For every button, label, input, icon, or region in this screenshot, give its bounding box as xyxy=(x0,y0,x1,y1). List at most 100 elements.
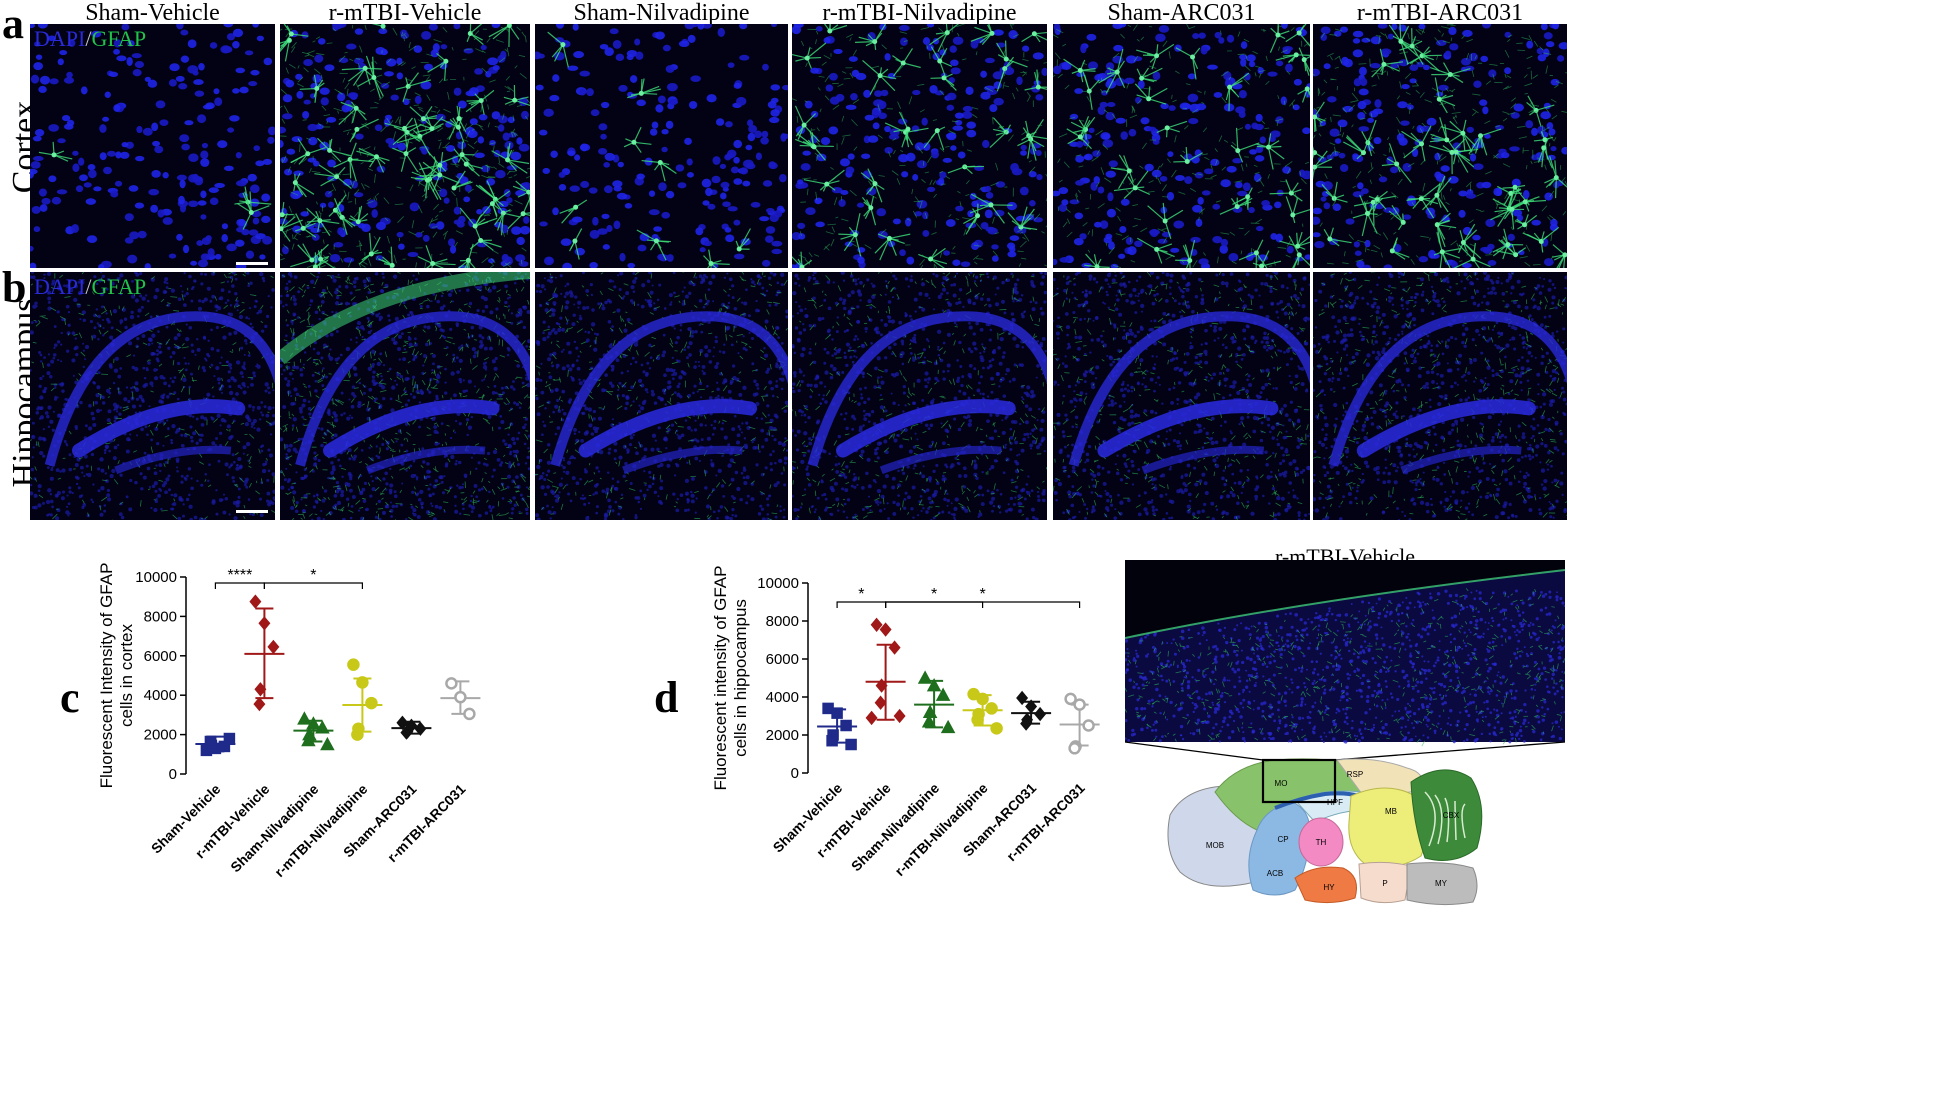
data-point xyxy=(321,738,333,749)
significance-label: * xyxy=(931,586,937,603)
column-title-sham-nilvadipine: Sham-Nilvadipine xyxy=(535,0,788,26)
micrograph-cortex-sham-arc031 xyxy=(1053,24,1310,268)
y-axis-label: cells in cortex xyxy=(117,624,136,727)
series-r-mTBI-Nilvadipine xyxy=(342,659,382,740)
series-r-mTBI-ARC031 xyxy=(1060,694,1100,753)
y-tick-label: 2000 xyxy=(144,727,177,744)
series-r-mTBI-ARC031 xyxy=(440,678,480,719)
micrograph-cortex-rmtbi-nilvadipine xyxy=(792,24,1047,268)
data-point xyxy=(446,678,456,688)
y-tick-label: 6000 xyxy=(766,651,799,668)
series-r-mTBI-Vehicle xyxy=(866,619,906,724)
scale-bar xyxy=(236,510,268,513)
micrograph-cortex-rmtbi-arc031 xyxy=(1313,24,1567,268)
series-Sham-ARC031 xyxy=(391,717,431,739)
y-axis-label: Fluorescent Intensity of GFAP xyxy=(97,563,116,789)
series-Sham-Nilvadipine xyxy=(293,713,333,750)
data-point xyxy=(977,693,988,704)
y-axis-label: cells in hippocampus xyxy=(731,599,750,757)
data-point xyxy=(268,641,278,653)
panel-label-a: a xyxy=(2,2,24,46)
significance-label: * xyxy=(979,586,985,603)
brain-region-label: CP xyxy=(1277,835,1288,844)
data-point xyxy=(841,721,851,731)
data-point xyxy=(250,596,260,608)
panel-label-d-left: d xyxy=(654,676,678,720)
micrograph-hippocampus-rmtbi-vehicle xyxy=(280,272,530,520)
brain-region-label: MB xyxy=(1385,807,1397,816)
zoom-line-left xyxy=(1125,742,1263,760)
y-tick-label: 0 xyxy=(169,766,177,783)
brain-region-label: HY xyxy=(1323,883,1335,892)
data-point xyxy=(1075,700,1085,710)
y-axis-label: Fluorescent intensity of GFAP xyxy=(711,566,730,791)
data-point xyxy=(827,736,837,746)
significance-label: * xyxy=(858,586,864,603)
data-point xyxy=(942,721,954,732)
data-point xyxy=(348,659,359,670)
stain-label-hippocampus: DAPI/GFAP xyxy=(34,274,146,300)
y-tick-label: 10000 xyxy=(757,575,799,592)
x-tick-label: r-mTBI-Nilvadipine xyxy=(891,780,990,879)
micrograph-hippocampus-rmtbi-nilvadipine xyxy=(792,272,1047,520)
micrograph-cortex-sham-vehicle xyxy=(30,24,275,268)
series-Sham-Vehicle xyxy=(195,734,235,756)
y-tick-label: 6000 xyxy=(144,648,177,665)
brain-region-label: RSP xyxy=(1347,770,1363,779)
significance-label: **** xyxy=(227,567,252,584)
data-point xyxy=(1070,743,1080,753)
micrograph-hippocampus-sham-vehicle xyxy=(30,272,275,520)
x-tick-label: Sham-Nilvadipine xyxy=(848,780,943,875)
column-title-sham-vehicle: Sham-Vehicle xyxy=(30,0,275,26)
micrograph-hippocampus-rmtbi-arc031 xyxy=(1313,272,1567,520)
series-r-mTBI-Vehicle xyxy=(244,596,284,710)
data-point xyxy=(1035,708,1045,720)
brain-region-label: MOB xyxy=(1206,841,1224,850)
y-tick-label: 4000 xyxy=(144,687,177,704)
data-point xyxy=(464,709,474,719)
micrograph-hippocampus-sham-nilvadipine xyxy=(535,272,788,520)
brain-region-label: MO xyxy=(1275,779,1288,788)
panel-label-c: c xyxy=(60,676,80,720)
data-point xyxy=(972,714,983,725)
column-title-sham-arc031: Sham-ARC031 xyxy=(1053,0,1310,26)
zoom-line-right xyxy=(1335,742,1565,760)
column-title-rmtbi-nilvadipine: r-mTBI-Nilvadipine xyxy=(792,0,1047,26)
data-point xyxy=(259,617,269,629)
micrograph-cortex-rmtbi-vehicle xyxy=(280,24,530,268)
data-point xyxy=(205,736,215,746)
data-point xyxy=(455,692,465,702)
y-tick-label: 10000 xyxy=(135,569,177,586)
data-point xyxy=(991,723,1002,734)
brain-region-label: P xyxy=(1382,879,1387,888)
data-point xyxy=(832,708,842,718)
scale-bar xyxy=(236,262,268,265)
data-point xyxy=(919,672,931,683)
brain-region-label: TH xyxy=(1316,838,1327,847)
stain-label-dapi: DAPI xyxy=(34,274,85,299)
y-tick-label: 2000 xyxy=(766,727,799,744)
series-Sham-Vehicle xyxy=(817,703,857,749)
data-point xyxy=(890,642,900,654)
data-point xyxy=(298,713,310,724)
data-point xyxy=(224,734,234,744)
data-point xyxy=(867,712,877,724)
x-tick-label: r-mTBI-Nilvadipine xyxy=(271,781,370,880)
stain-label-dapi: DAPI xyxy=(34,26,85,51)
data-point xyxy=(352,729,363,740)
stain-label-cortex: DAPI/GFAP xyxy=(34,26,146,52)
y-tick-label: 0 xyxy=(791,765,799,782)
data-point xyxy=(366,698,377,709)
micrograph-cortex-sham-nilvadipine xyxy=(535,24,788,268)
data-point xyxy=(254,698,264,710)
data-point xyxy=(357,677,368,688)
data-point xyxy=(876,697,886,709)
series-r-mTBI-Nilvadipine xyxy=(963,689,1003,734)
micrograph-hippocampus-sham-arc031 xyxy=(1053,272,1310,520)
data-point xyxy=(895,710,905,722)
brain-region-label: HPF xyxy=(1327,798,1343,807)
brain-region-label: MY xyxy=(1435,879,1448,888)
data-point xyxy=(846,740,856,750)
